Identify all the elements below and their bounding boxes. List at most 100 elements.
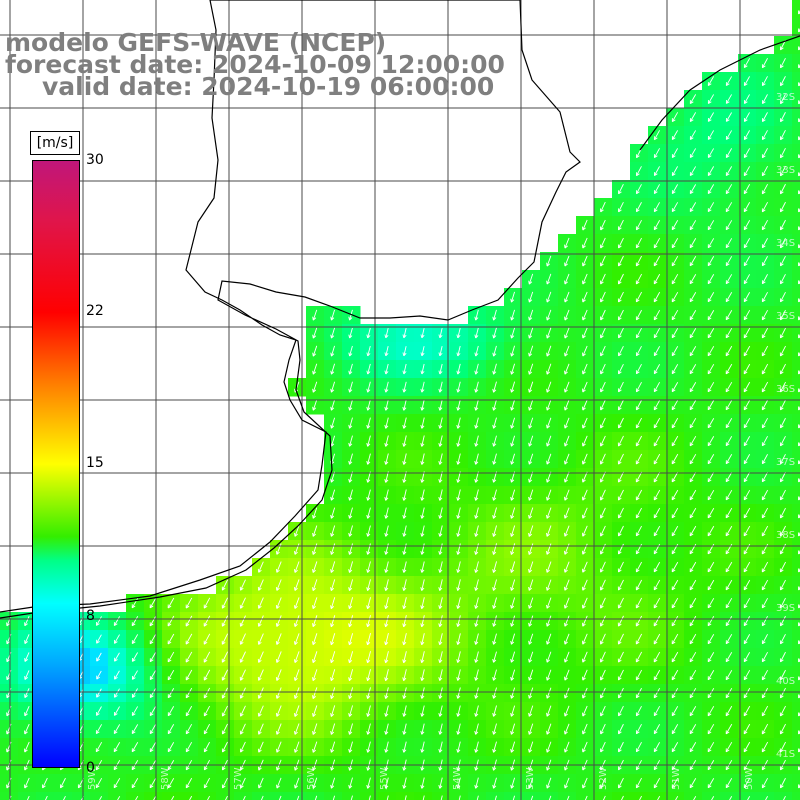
wind-arrow [689, 579, 697, 591]
wind-arrow [438, 525, 443, 537]
speed-cell [792, 198, 800, 217]
wind-arrow [599, 237, 606, 249]
wind-arrow [257, 741, 264, 753]
wind-arrow [689, 651, 697, 663]
wind-arrow [582, 255, 588, 267]
wind-arrow [348, 669, 354, 682]
wind-arrow [671, 184, 679, 195]
wind-arrow [689, 453, 697, 465]
wind-arrow [528, 345, 534, 357]
wind-arrow [510, 615, 516, 627]
wind-arrow [779, 453, 786, 465]
wind-arrow [348, 399, 353, 411]
wind-arrow [671, 471, 679, 483]
wind-arrow [581, 507, 588, 519]
wind-arrow [798, 82, 800, 87]
speed-cell [0, 792, 19, 800]
speed-cell [792, 18, 800, 37]
wind-arrow [293, 651, 300, 663]
wind-arrow [546, 777, 552, 789]
wind-arrow [330, 399, 336, 411]
wind-arrow [528, 543, 534, 555]
wind-arrow [528, 291, 534, 303]
speed-cell [792, 504, 800, 523]
wind-arrow [260, 795, 264, 800]
wind-arrow [438, 705, 443, 717]
wind-arrow [617, 579, 624, 591]
colorbar-tick: 22 [86, 303, 104, 319]
wind-arrow [762, 76, 768, 87]
wind-arrow [149, 597, 157, 609]
wind-arrow [617, 615, 624, 627]
wind-arrow [707, 705, 715, 717]
wind-arrow [617, 507, 624, 519]
speed-cell [486, 792, 505, 800]
wind-arrow [149, 777, 157, 789]
wind-arrow [438, 453, 443, 465]
wind-arrow [761, 525, 769, 537]
wind-arrow [420, 723, 425, 735]
wind-arrow [510, 417, 516, 429]
wind-arrow [707, 525, 715, 537]
wind-arrow [294, 561, 300, 573]
wind-arrow [653, 724, 661, 735]
wind-arrow [528, 687, 534, 699]
wind-arrow [725, 454, 733, 465]
speed-cell [288, 792, 307, 800]
wind-arrow [492, 489, 497, 501]
wind-arrow [330, 345, 336, 357]
wind-arrow [779, 489, 786, 501]
speed-cell [126, 792, 145, 800]
wind-arrow [725, 345, 733, 357]
wind-arrow [743, 597, 751, 609]
wind-arrow [348, 777, 353, 789]
wind-arrow [96, 652, 102, 662]
speed-cell [180, 792, 199, 800]
wind-arrow [348, 633, 354, 646]
wind-arrow [420, 435, 425, 447]
speed-cell [792, 414, 800, 433]
wind-arrow [456, 633, 461, 645]
wind-arrow [113, 777, 121, 789]
wind-arrow [761, 615, 768, 627]
speed-cell [198, 792, 217, 800]
wind-arrow [707, 220, 715, 231]
speed-cell [792, 792, 800, 800]
wind-arrow [689, 777, 697, 789]
wind-arrow [402, 687, 407, 699]
wind-arrow [653, 435, 661, 447]
wind-arrow [671, 489, 679, 501]
wind-arrow [707, 202, 715, 213]
wind-arrow [294, 705, 300, 717]
wind-arrow [617, 471, 624, 483]
lat-label: 39S [776, 603, 795, 614]
wind-arrow [693, 795, 697, 800]
wind-arrow [95, 777, 103, 789]
wind-arrow [312, 507, 318, 519]
speed-cell [630, 792, 649, 800]
wind-arrow [330, 723, 336, 735]
wind-arrow [582, 669, 588, 681]
wind-arrow [780, 130, 786, 141]
wind-arrow [438, 507, 443, 519]
wind-arrow [582, 273, 588, 285]
wind-arrow [635, 489, 643, 501]
wind-arrow [24, 688, 30, 699]
wind-arrow [635, 579, 643, 591]
wind-arrow [743, 561, 751, 573]
wind-arrow [278, 795, 282, 800]
wind-arrow [725, 256, 733, 267]
wind-arrow [707, 327, 715, 339]
speed-cell [792, 720, 800, 739]
wind-arrow [671, 328, 679, 339]
wind-arrow [779, 345, 786, 357]
wind-arrow [546, 687, 552, 699]
wind-arrow [59, 777, 66, 789]
wind-arrow [117, 795, 121, 800]
wind-arrow [402, 381, 407, 393]
wind-arrow [312, 327, 318, 339]
speed-cell [162, 792, 181, 800]
wind-arrow [510, 597, 516, 609]
wind-arrow [779, 705, 786, 717]
wind-arrow [456, 399, 461, 411]
